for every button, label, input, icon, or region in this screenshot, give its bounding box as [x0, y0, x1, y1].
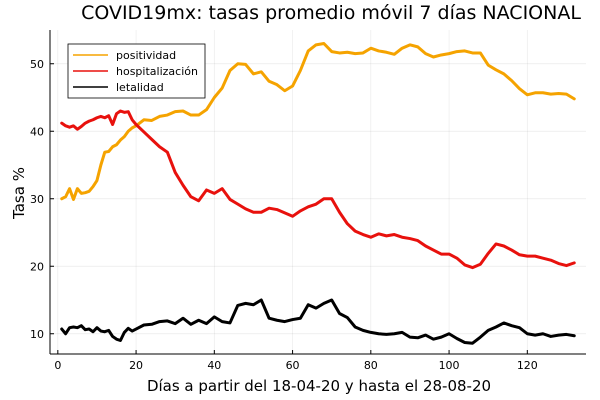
x-tick-label: 40 [207, 359, 221, 372]
y-tick-label: 30 [30, 193, 44, 206]
chart-title: COVID19mx: tasas promedio móvil 7 días N… [81, 2, 581, 24]
x-axis-label: Días a partir del 18-04-20 y hasta el 28… [147, 377, 491, 395]
axes: 0 20 40 60 80 100 120 10 20 30 40 50 [30, 30, 586, 372]
x-tick-label: 60 [286, 359, 300, 372]
legend: positividad hospitalización letalidad [67, 43, 206, 99]
x-tick-label: 20 [129, 359, 143, 372]
y-tick-label: 50 [30, 58, 44, 71]
y-tick-label: 20 [30, 260, 44, 273]
series-lines [60, 42, 576, 345]
legend-label-2: letalidad [116, 81, 164, 94]
x-tick-label: 100 [439, 359, 460, 372]
y-axis-label: Tasa % [10, 167, 28, 220]
legend-label-0: positividad [116, 49, 176, 62]
series-line-1 [60, 109, 576, 270]
x-tick-label: 0 [54, 359, 61, 372]
y-tick-label: 10 [30, 328, 44, 341]
series-line-0 [60, 42, 576, 201]
y-tick-label: 40 [30, 125, 44, 138]
legend-label-1: hospitalización [116, 65, 198, 78]
series-line-2 [60, 298, 576, 345]
x-tick-label: 120 [517, 359, 538, 372]
x-tick-label: 80 [364, 359, 378, 372]
